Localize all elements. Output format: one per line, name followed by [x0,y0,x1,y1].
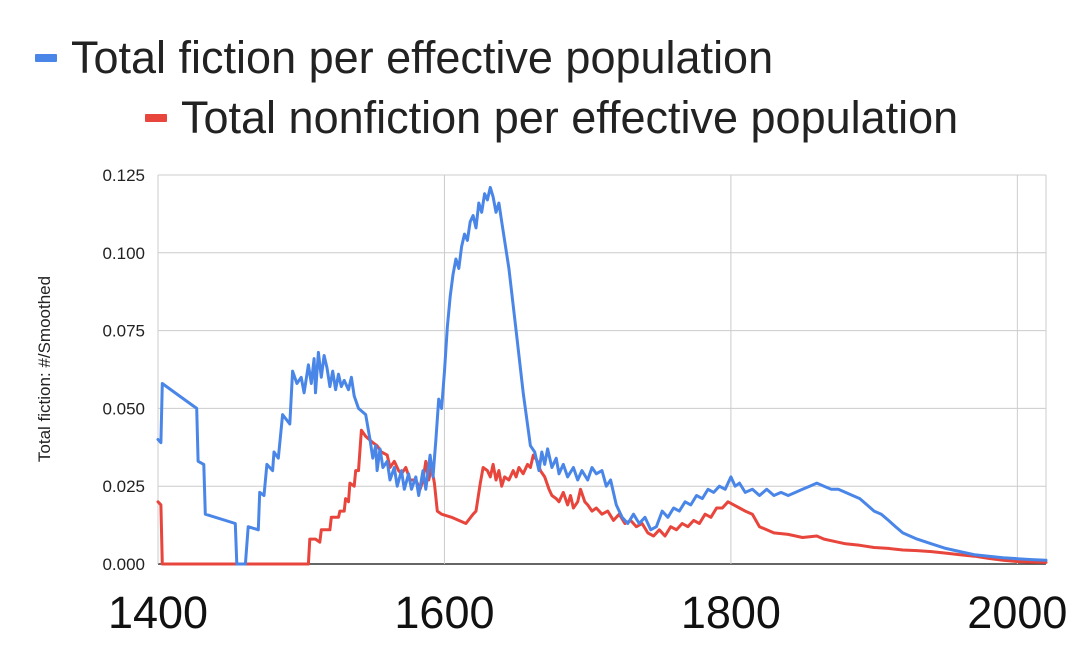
x-tick-label: 1800 [681,587,781,638]
y-tick-label: 0.100 [102,244,145,263]
x-axis: 1400 1600 1800 2000 [108,587,1067,638]
legend-label-fiction: Total fiction per effective population [71,32,774,83]
series-line-nonfiction[interactable] [156,428,1048,566]
series-line-fiction[interactable] [156,185,1048,566]
legend-swatch-fiction [35,54,57,62]
legend-swatch-nonfiction [145,114,167,122]
y-tick-label: 0.025 [102,477,145,496]
series-group [156,185,1048,566]
x-tick-label: 1400 [108,587,208,638]
grid [157,174,1047,565]
x-tick-label: 1600 [394,587,494,638]
y-tick-label: 0.075 [102,322,145,341]
legend: Total fiction per effective population T… [0,0,1080,160]
y-tick-label: 0.050 [102,399,145,418]
x-tick-label: 2000 [967,587,1067,638]
legend-label-nonfiction: Total nonfiction per effective populatio… [181,92,959,143]
y-axis-label: Total fiction: #/Smoothed [35,276,54,462]
y-tick-label: 0.125 [102,166,145,185]
y-tick-label: 0.000 [102,555,145,574]
legend-item-fiction[interactable]: Total fiction per effective population [35,32,773,84]
legend-item-nonfiction[interactable]: Total nonfiction per effective populatio… [145,92,958,144]
y-axis: 0.000 0.025 0.050 0.075 0.100 0.125 [102,166,145,574]
